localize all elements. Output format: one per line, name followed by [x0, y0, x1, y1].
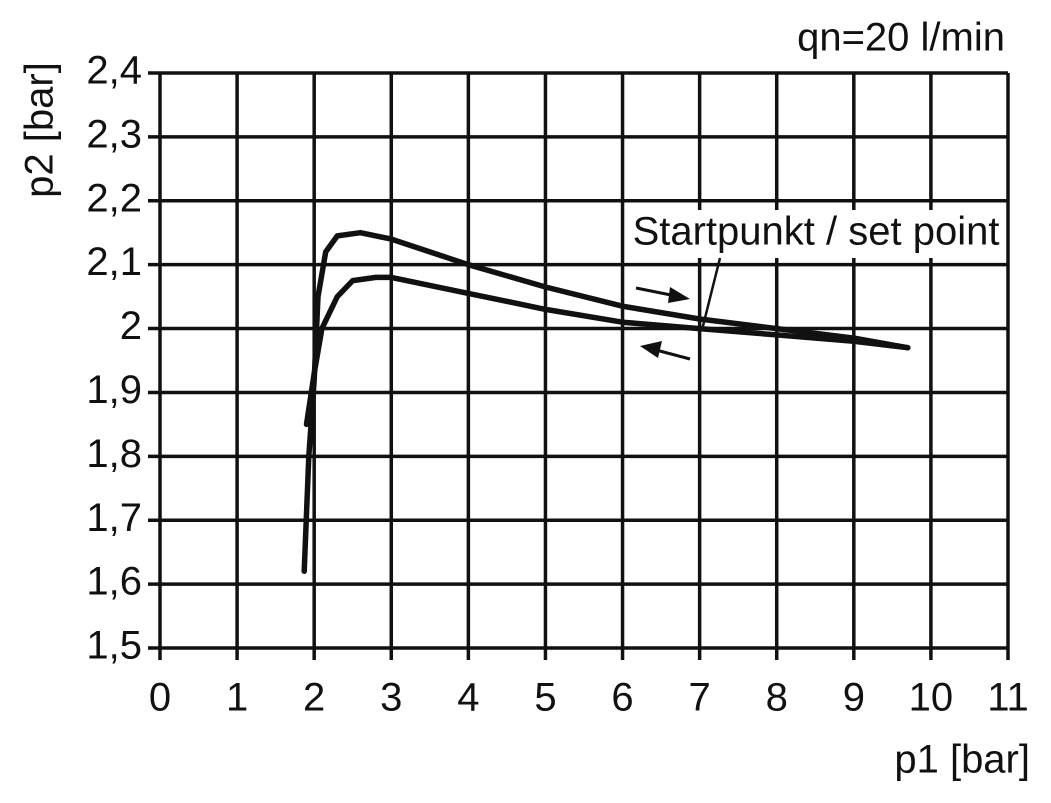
x-tick-label: 11 — [987, 676, 1029, 720]
arrow-head — [640, 341, 662, 358]
y-tick-label: 2,4 — [86, 49, 142, 93]
set-point-label: Startpunkt / set point — [633, 210, 1000, 254]
x-tick-label: 8 — [766, 676, 788, 720]
y-tick-label: 2,1 — [86, 240, 142, 284]
leader-line — [700, 257, 722, 331]
y-axis-label: p2 [bar] — [18, 62, 62, 198]
y-tick-label: 1,5 — [86, 624, 142, 668]
x-tick-label: 10 — [909, 676, 954, 720]
label-background — [630, 210, 1002, 258]
arrow-head — [668, 287, 690, 303]
y-tick-label: 2,3 — [86, 112, 142, 156]
x-tick-label: 4 — [457, 676, 479, 720]
x-tick-label: 5 — [534, 676, 556, 720]
x-tick-label: 1 — [226, 676, 248, 720]
x-tick-label: 0 — [149, 676, 171, 720]
flow-annotation: qn=20 l/min — [797, 16, 1005, 60]
y-tick-label: 2,2 — [86, 176, 142, 220]
y-tick-label: 1,9 — [86, 368, 142, 412]
x-tick-label: 7 — [689, 676, 711, 720]
arrow-left — [655, 348, 691, 361]
x-axis-label: p1 [bar] — [894, 738, 1030, 782]
plot-area: 1,5 1,6 1,7 1,8 1,9 2 2,1 2,2 2,3 2,4 0 1 2 3 4 5 6 7 8 9 10… — [86, 49, 1028, 720]
y-tick-label: 1,8 — [86, 432, 142, 476]
x-tick-label: 9 — [843, 676, 865, 720]
curve — [303, 274, 911, 428]
y-tick-label: 1,7 — [86, 496, 142, 540]
y-tick-label: 2 — [120, 304, 142, 348]
set-point-callout: Startpunkt / set point — [630, 210, 1002, 361]
curve — [301, 229, 911, 575]
y-tick-label: 1,6 — [86, 560, 142, 604]
x-tick-label: 6 — [611, 676, 633, 720]
x-tick-label: 2 — [303, 676, 325, 720]
x-tick-label: 3 — [380, 676, 402, 720]
